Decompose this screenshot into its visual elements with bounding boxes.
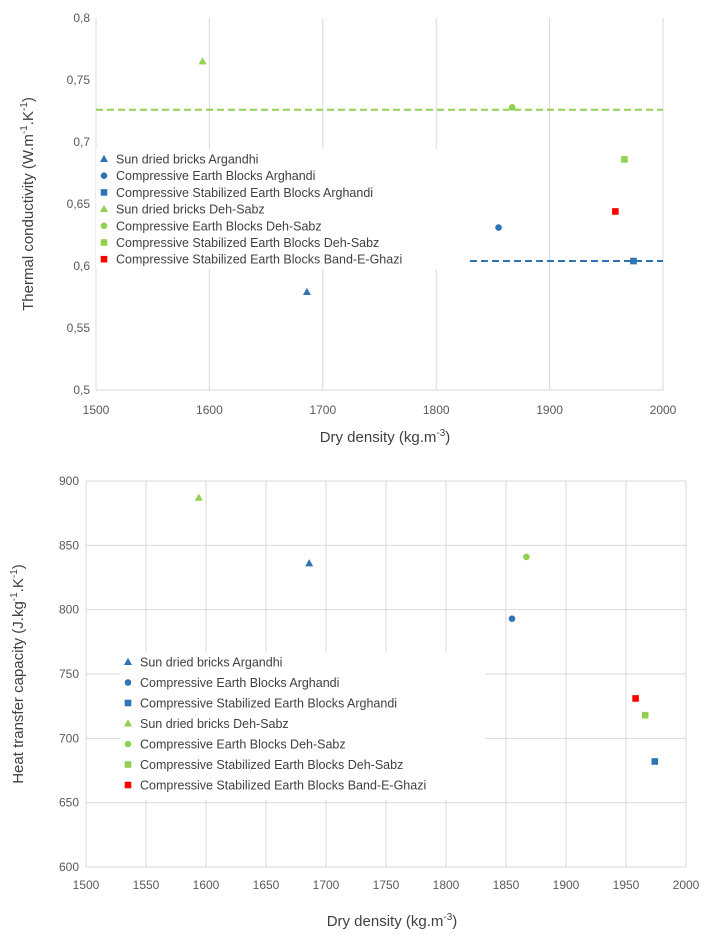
legend-marker — [100, 189, 108, 196]
data-point — [305, 559, 314, 567]
data-point — [495, 224, 502, 231]
x-tick-label: 1500 — [83, 403, 110, 417]
y-tick-label: 700 — [59, 731, 79, 745]
y-tick-label: 0,65 — [67, 197, 91, 211]
legend-marker — [100, 172, 108, 179]
data-point — [630, 257, 637, 265]
legend: Sun dried bricks Argandhi Compressive Ear… — [96, 149, 466, 269]
y-axis-title: Heat transfer capacity (J.kg-1.K-1) — [9, 564, 27, 784]
legend-entry: Compressive Stabilized Earth Blocks Argh… — [116, 186, 373, 200]
data-point — [194, 493, 203, 501]
legend-entry: Compressive Stabilized Earth Blocks Deh-… — [116, 236, 379, 250]
y-tick-label: 900 — [59, 474, 79, 488]
data-point — [651, 758, 659, 765]
y-tick-label: 750 — [59, 667, 79, 681]
x-tick-label: 1800 — [423, 403, 450, 417]
x-tick-label: 1900 — [553, 878, 580, 892]
y-axis-title: Thermal conductivity (W.m-1.K-1) — [19, 97, 37, 311]
legend-entry: Compressive Earth Blocks Deh-Sabz — [116, 219, 322, 233]
data-points — [198, 57, 637, 296]
heat-transfer-capacity-chart: 1500 1550 1600 1650 1700 1750 1800 1850 1900 1950… — [9, 474, 700, 930]
legend-entry: Sun dried bricks Argandhi — [140, 656, 282, 670]
y-tick-label: 0,6 — [73, 259, 90, 273]
y-tick-label: 650 — [59, 796, 79, 810]
data-point — [508, 615, 516, 622]
legend-entry: Compressive Earth Blocks Arghandi — [140, 676, 339, 690]
legend-marker — [124, 699, 132, 707]
x-tick-label: 1750 — [373, 878, 400, 892]
data-point — [641, 711, 649, 719]
legend-marker — [100, 204, 108, 213]
x-tick-label: 1550 — [133, 878, 160, 892]
data-point — [523, 553, 530, 561]
x-tick-label: 1800 — [433, 878, 460, 892]
x-tick-label: 1900 — [536, 403, 563, 417]
legend-background — [120, 652, 485, 800]
x-tick-label: 2000 — [673, 878, 700, 892]
legend-entry: Compressive Stabilized Earth Blocks Deh-… — [140, 758, 403, 772]
x-tick-label: 1500 — [73, 878, 100, 892]
y-tick-label: 0,5 — [73, 383, 90, 397]
x-tick-label: 1600 — [193, 878, 220, 892]
legend-marker — [124, 719, 132, 727]
legend-entry: Compressive Stabilized Earth Blocks Band… — [140, 779, 426, 793]
y-tick-label: 800 — [59, 603, 79, 617]
y-tick-label: 0,8 — [73, 11, 90, 25]
y-tick-label: 0,7 — [73, 135, 90, 149]
legend-marker — [100, 239, 108, 246]
y-tick-label: 0,55 — [67, 321, 91, 335]
x-axis-title: Dry density (kg.m-3) — [320, 428, 451, 446]
legend: Sun dried bricks Argandhi Compressive Ear… — [120, 652, 485, 800]
x-tick-label: 1700 — [309, 403, 336, 417]
legend-marker — [124, 740, 132, 748]
legend-entry: Compressive Earth Blocks Arghandi — [116, 169, 315, 183]
data-point — [302, 287, 311, 296]
legend-marker — [124, 657, 132, 665]
legend-marker — [100, 222, 108, 230]
data-points — [194, 493, 659, 765]
x-tick-label: 1650 — [253, 878, 280, 892]
x-axis-title: Dry density (kg.m-3) — [327, 912, 458, 930]
data-point — [632, 695, 639, 702]
legend-entry: Compressive Stabilized Earth Blocks Argh… — [140, 697, 397, 711]
y-tick-label: 600 — [59, 860, 79, 874]
data-point — [621, 156, 628, 163]
x-tick-label: 1950 — [613, 878, 640, 892]
legend-entry: Sun dried bricks Argandhi — [116, 153, 258, 167]
x-tick-label: 2000 — [650, 403, 677, 417]
legend-entry: Sun dried bricks Deh-Sabz — [140, 717, 289, 731]
y-tick-label: 0,75 — [67, 73, 91, 87]
legend-entry: Compressive Stabilized Earth Blocks Band… — [116, 253, 402, 267]
legend-marker — [124, 761, 132, 768]
legend-marker — [124, 781, 132, 789]
legend-entry: Compressive Earth Blocks Deh-Sabz — [140, 738, 346, 752]
data-point — [508, 103, 516, 111]
data-point — [612, 208, 619, 215]
x-tick-label: 1700 — [313, 878, 340, 892]
legend-background — [96, 149, 466, 269]
legend-marker — [124, 679, 132, 686]
y-tick-label: 850 — [59, 538, 79, 552]
thermal-conductivity-chart: 1500 1600 1700 1800 1900 2000 0,5 0,55 0,6 0,65 0,… — [19, 11, 677, 446]
legend-marker — [100, 154, 108, 162]
legend-entry: Sun dried bricks Deh-Sabz — [116, 203, 265, 217]
x-tick-label: 1850 — [493, 878, 520, 892]
x-tick-label: 1600 — [196, 403, 223, 417]
legend-marker — [100, 255, 108, 263]
data-point — [198, 57, 207, 65]
